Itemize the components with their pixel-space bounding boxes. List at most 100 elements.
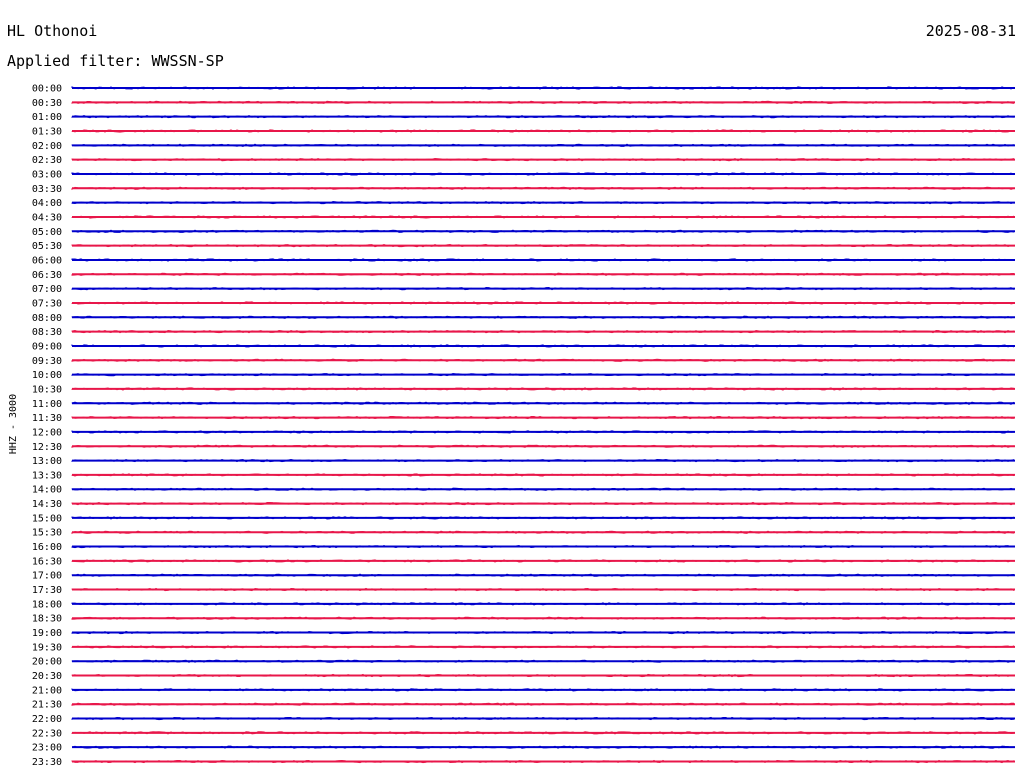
y-tick-label: 08:30: [32, 327, 62, 338]
trace-noise: [71, 301, 1015, 305]
y-tick-label: 16:00: [32, 542, 62, 553]
trace-noise: [71, 702, 1015, 706]
trace-noise: [71, 244, 1015, 248]
y-tick-label: 20:00: [32, 657, 62, 668]
y-tick-label: 08:00: [32, 313, 62, 324]
y-tick-label: 09:00: [32, 341, 62, 352]
trace-noise: [71, 229, 1015, 233]
y-tick-label: 17:30: [32, 585, 62, 596]
y-tick-label: 14:30: [32, 499, 62, 510]
trace-noise: [71, 272, 1015, 276]
y-tick-label: 21:30: [32, 700, 62, 711]
trace-noise: [71, 100, 1015, 104]
trace-noise: [71, 258, 1015, 262]
trace-noise: [71, 616, 1015, 620]
y-tick-label: 15:30: [32, 528, 62, 539]
trace-group: [71, 86, 1015, 764]
trace-noise: [71, 444, 1015, 448]
y-tick-label: 06:00: [32, 255, 62, 266]
trace-noise: [71, 172, 1015, 176]
y-tick-label: 09:30: [32, 356, 62, 367]
trace-noise: [71, 329, 1015, 334]
y-tick-label: 07:30: [32, 298, 62, 309]
y-tick-label: 05:00: [32, 227, 62, 238]
trace-noise: [71, 143, 1015, 147]
y-tick-label: 23:30: [32, 757, 62, 768]
trace-noise: [71, 415, 1015, 420]
y-tick-label: 10:30: [32, 384, 62, 395]
y-tick-label: 13:30: [32, 470, 62, 481]
y-tick-label: 01:00: [32, 112, 62, 123]
trace-noise: [71, 215, 1015, 219]
trace-noise: [71, 645, 1015, 649]
y-tick-label: 07:00: [32, 284, 62, 295]
trace-noise: [71, 745, 1015, 749]
y-tick-label: 12:00: [32, 427, 62, 438]
y-tick-label: 02:30: [32, 155, 62, 166]
trace-noise: [71, 487, 1015, 491]
y-axis-label: HHZ - 3000: [8, 394, 19, 454]
y-tick-label: 00:30: [32, 98, 62, 109]
trace-noise: [71, 157, 1015, 162]
y-tick-label: 10:00: [32, 370, 62, 381]
y-tick-label: 06:30: [32, 270, 62, 281]
y-tick-label: 04:00: [32, 198, 62, 209]
trace-noise: [71, 673, 1015, 678]
y-tick-label: 16:30: [32, 556, 62, 567]
y-tick-label: 11:00: [32, 399, 62, 410]
trace-noise: [71, 630, 1015, 635]
trace-noise: [71, 516, 1015, 520]
y-tick-label: 14:00: [32, 485, 62, 496]
y-tick-label: 03:30: [32, 184, 62, 195]
date-label: 2025-08-31: [926, 22, 1016, 40]
y-tick-label: 03:00: [32, 169, 62, 180]
y-tick-label: 21:00: [32, 685, 62, 696]
trace-noise: [71, 759, 1015, 764]
trace-noise: [71, 387, 1015, 391]
trace-noise: [71, 688, 1015, 692]
trace-noise: [71, 287, 1015, 291]
trace-noise: [71, 458, 1015, 463]
y-tick-label: 12:30: [32, 442, 62, 453]
y-tick-label: 05:30: [32, 241, 62, 252]
trace-noise: [71, 129, 1015, 133]
trace-noise: [71, 716, 1015, 721]
y-tick-label: 20:30: [32, 671, 62, 682]
trace-noise: [71, 544, 1015, 549]
trace-noise: [71, 372, 1015, 377]
y-tick-label: 04:30: [32, 212, 62, 223]
filter-label: Applied filter: WWSSN-SP: [7, 52, 224, 70]
trace-noise: [71, 315, 1015, 319]
trace-noise: [71, 114, 1015, 119]
trace-noise: [71, 731, 1015, 735]
trace-noise: [71, 530, 1015, 535]
y-tick-label: 00:00: [32, 84, 62, 95]
trace-noise: [71, 573, 1015, 577]
y-tick-label: 18:30: [32, 614, 62, 625]
trace-noise: [71, 186, 1015, 191]
y-tick-label: 13:00: [32, 456, 62, 467]
y-tick-label: 22:00: [32, 714, 62, 725]
y-tick-label: 01:30: [32, 126, 62, 137]
trace-noise: [71, 602, 1015, 606]
trace-noise: [71, 401, 1015, 405]
y-tick-label: 19:00: [32, 628, 62, 639]
trace-noise: [71, 200, 1015, 205]
y-tick-label: 17:00: [32, 571, 62, 582]
trace-noise: [71, 659, 1015, 663]
y-tick-label: 15:00: [32, 513, 62, 524]
trace-noise: [71, 473, 1015, 477]
trace-noise: [71, 430, 1015, 434]
y-tick-label: 19:30: [32, 642, 62, 653]
trace-noise: [71, 344, 1015, 348]
y-tick-label: 23:00: [32, 743, 62, 754]
y-tick-label: 02:00: [32, 141, 62, 152]
tick-label-group: 00:00 00:30 01:00 01:30 02:00 02:30 03:00 03:30…: [32, 84, 62, 769]
trace-noise: [71, 587, 1015, 592]
y-tick-label: 18:00: [32, 599, 62, 610]
trace-noise: [71, 86, 1015, 90]
trace-noise: [71, 501, 1015, 506]
trace-noise: [71, 559, 1015, 563]
y-tick-label: 11:30: [32, 413, 62, 424]
